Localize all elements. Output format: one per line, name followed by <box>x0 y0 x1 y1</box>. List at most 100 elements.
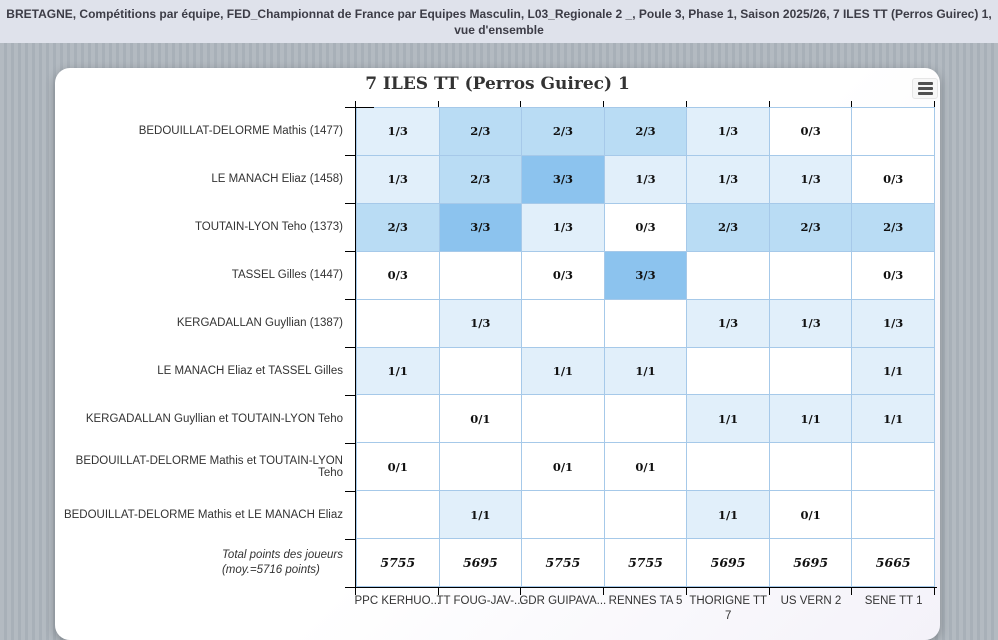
heatmap-cell[interactable] <box>439 347 522 395</box>
heatmap-cell[interactable] <box>357 491 439 539</box>
heatmap-cell[interactable]: 2/3 <box>852 203 934 251</box>
heatmap-cell[interactable]: 2/3 <box>769 203 852 251</box>
heatmap-cell[interactable]: 5755 <box>357 539 439 586</box>
heatmap-cell[interactable]: 2/3 <box>439 108 522 155</box>
heatmap-cell[interactable]: 1/3 <box>357 155 439 203</box>
heatmap-cell[interactable] <box>769 347 852 395</box>
heatmap-cell[interactable]: 0/3 <box>769 108 852 155</box>
heatmap-cell[interactable]: 0/1 <box>357 443 439 491</box>
heatmap-cell[interactable] <box>852 491 934 539</box>
heatmap-cell[interactable] <box>852 108 934 155</box>
heatmap-cell[interactable]: 5695 <box>687 539 769 586</box>
heatmap-cell[interactable]: 2/3 <box>687 203 769 251</box>
heatmap-cell[interactable]: 1/3 <box>687 299 769 347</box>
heatmap-cell[interactable] <box>852 443 934 491</box>
row-label: Total points des joueurs (moy.=5716 point… <box>221 549 343 576</box>
heatmap-cell[interactable]: 0/1 <box>769 491 852 539</box>
heatmap-cell[interactable] <box>522 395 604 443</box>
heatmap-cell[interactable]: 5695 <box>769 539 852 586</box>
heatmap-cell[interactable] <box>522 491 604 539</box>
column-label: THORIGNE TT 7 <box>689 595 768 622</box>
heatmap-cell[interactable]: 0/3 <box>522 251 604 299</box>
axis-line <box>345 395 356 396</box>
axis-line <box>345 443 356 444</box>
column-label: RENNES TA 5 <box>608 595 683 607</box>
heatmap-cell[interactable]: 0/3 <box>357 251 439 299</box>
heatmap-cell[interactable]: 5665 <box>852 539 934 586</box>
heatmap-cell[interactable]: 0/1 <box>604 443 687 491</box>
heatmap-cell[interactable]: 1/3 <box>357 108 439 155</box>
heatmap-cell[interactable] <box>769 251 852 299</box>
heatmap-cell[interactable]: 5755 <box>522 539 604 586</box>
heatmap-cell[interactable]: 1/3 <box>769 155 852 203</box>
heatmap-cell[interactable]: 3/3 <box>522 155 604 203</box>
heatmap-cell[interactable]: 2/3 <box>439 155 522 203</box>
heatmap-cell[interactable]: 1/1 <box>687 491 769 539</box>
heatmap-cell[interactable] <box>687 443 769 491</box>
heatmap-cell[interactable]: 1/3 <box>522 203 604 251</box>
axis-line <box>851 101 852 107</box>
axis-line <box>520 587 521 595</box>
heatmap-cell[interactable]: 1/1 <box>769 395 852 443</box>
heatmap-cell[interactable]: 1/1 <box>357 347 439 395</box>
heatmap-cell[interactable]: 2/3 <box>604 108 687 155</box>
axis-line <box>345 251 356 252</box>
heatmap-cell[interactable]: 2/3 <box>522 108 604 155</box>
heatmap-cell[interactable] <box>604 299 687 347</box>
heatmap-cell[interactable] <box>357 299 439 347</box>
row-label: LE MANACH Eliaz et TASSEL Gilles <box>157 365 343 377</box>
heatmap-cell[interactable]: 1/3 <box>769 299 852 347</box>
axis-line <box>345 539 356 540</box>
heatmap-cell[interactable]: 0/3 <box>852 251 934 299</box>
axis-line <box>603 101 604 107</box>
heatmap-cell[interactable] <box>604 395 687 443</box>
chart-container: 7 ILES TT (Perros Guirec) 1 BEDOUILLAT-D… <box>55 68 940 640</box>
axis-line <box>769 587 770 595</box>
heatmap-cell[interactable]: 1/1 <box>604 347 687 395</box>
heatmap-cell[interactable] <box>522 299 604 347</box>
heatmap-cell[interactable]: 1/1 <box>439 491 522 539</box>
heatmap-cell[interactable]: 0/1 <box>439 395 522 443</box>
axis-line <box>345 203 356 204</box>
heatmap-cell[interactable]: 1/3 <box>687 108 769 155</box>
heatmap-cell[interactable]: 3/3 <box>439 203 522 251</box>
heatmap-cell[interactable]: 1/1 <box>522 347 604 395</box>
breadcrumb: BRETAGNE, Compétitions par équipe, FED_C… <box>0 0 998 43</box>
heatmap-cell[interactable]: 1/1 <box>852 347 934 395</box>
heatmap-cell[interactable]: 1/3 <box>687 155 769 203</box>
row-label: BEDOUILLAT-DELORME Mathis et TOUTAIN-LYO… <box>75 455 343 479</box>
heatmap-cell[interactable]: 0/1 <box>522 443 604 491</box>
heatmap-cell[interactable]: 1/3 <box>604 155 687 203</box>
heatmap-cell[interactable]: 5755 <box>604 539 687 586</box>
axis-line <box>686 101 687 107</box>
axis-line <box>345 347 356 348</box>
axis-line <box>355 107 374 108</box>
heatmap-cell[interactable] <box>604 491 687 539</box>
row-label: KERGADALLAN Guyllian (1387) <box>176 317 343 329</box>
chart-title: 7 ILES TT (Perros Guirec) 1 <box>365 74 630 94</box>
heatmap-grid: 1/3 2/3 2/3 2/3 1/3 0/3 1/3 2/3 3/3 1/3 1/3 1/3 0/3 2… <box>356 107 935 587</box>
heatmap-cell[interactable] <box>357 395 439 443</box>
heatmap-cell[interactable] <box>439 251 522 299</box>
heatmap-cell[interactable]: 1/3 <box>852 299 934 347</box>
axis-line <box>769 101 770 107</box>
heatmap-cell[interactable]: 1/3 <box>439 299 522 347</box>
heatmap-cell[interactable] <box>769 443 852 491</box>
column-label: US VERN 2 <box>780 595 842 607</box>
chart-menu-button[interactable] <box>912 78 938 99</box>
heatmap-cell[interactable]: 1/1 <box>687 395 769 443</box>
row-label: TASSEL Gilles (1447) <box>231 269 343 281</box>
heatmap-cell[interactable] <box>687 251 769 299</box>
heatmap-cell[interactable]: 1/1 <box>852 395 934 443</box>
heatmap-cell[interactable]: 0/3 <box>604 203 687 251</box>
heatmap-cell[interactable]: 3/3 <box>604 251 687 299</box>
heatmap-cell[interactable]: 0/3 <box>852 155 934 203</box>
heatmap-cell[interactable]: 2/3 <box>357 203 439 251</box>
heatmap-cell[interactable]: 5695 <box>439 539 522 586</box>
axis-line <box>934 587 935 595</box>
column-label: SENE TT 1 <box>864 595 923 607</box>
heatmap-cell[interactable] <box>439 443 522 491</box>
axis-line <box>603 587 604 595</box>
hamburger-icon <box>917 82 933 95</box>
heatmap-cell[interactable] <box>687 347 769 395</box>
